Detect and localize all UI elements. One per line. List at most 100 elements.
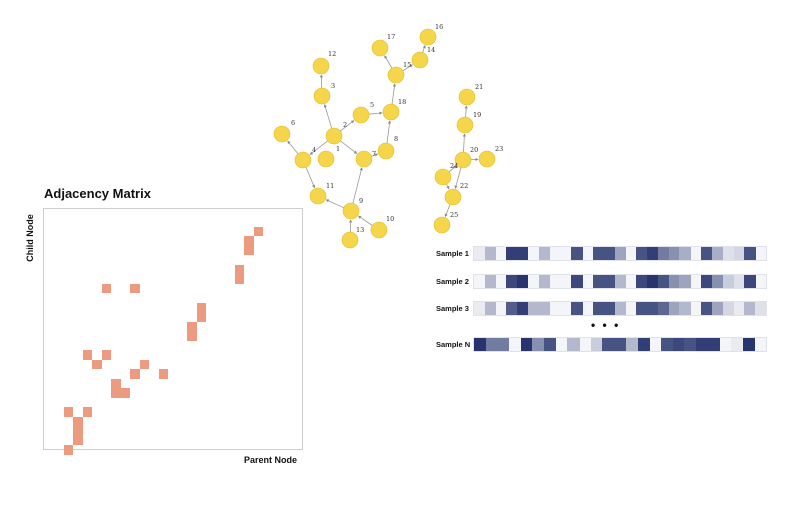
- sample-strip: [473, 274, 767, 289]
- node-label: 19: [473, 111, 481, 119]
- strip-cell: [538, 247, 551, 260]
- strip-cell: [484, 247, 497, 260]
- graph-node: [444, 188, 462, 206]
- strip-cell: [567, 338, 580, 351]
- graph-node: [273, 125, 291, 143]
- strip-cell: [647, 247, 659, 260]
- strip-cell: [701, 275, 713, 288]
- strip-cell: [672, 338, 685, 351]
- graph-edge: [448, 165, 457, 173]
- strip-cell: [701, 247, 713, 260]
- matrix-cell: [196, 302, 206, 312]
- graph-node: [342, 202, 360, 220]
- strip-cell: [695, 338, 708, 351]
- strip-cell: [755, 302, 767, 315]
- node-label: 8: [394, 135, 398, 143]
- graph-edge: [325, 199, 344, 209]
- matrix-cell: [73, 416, 83, 426]
- node-label: 15: [403, 61, 411, 69]
- graph-node: [355, 150, 373, 168]
- node-label: 6: [291, 119, 295, 127]
- node-label: 13: [356, 226, 364, 234]
- graph-node: [458, 88, 476, 106]
- matrix-cell: [101, 283, 111, 293]
- matrix-cell: [253, 226, 263, 236]
- graph-node: [370, 221, 388, 239]
- matrix-cell: [73, 426, 83, 436]
- graph-node: [317, 150, 335, 168]
- node-label: 4: [312, 146, 316, 154]
- matrix-cell: [82, 407, 92, 417]
- graph-edge: [371, 153, 379, 157]
- strip-cell: [701, 302, 713, 315]
- strip-cell: [647, 275, 659, 288]
- graph-node: [456, 116, 474, 134]
- graph-edge: [323, 104, 333, 129]
- strip-cell: [707, 338, 720, 351]
- strip-cell: [733, 302, 745, 315]
- node-label: 25: [450, 211, 458, 219]
- graph-node: [387, 66, 405, 84]
- strip-cell: [571, 275, 583, 288]
- node-label: 23: [495, 145, 503, 153]
- node-label: 9: [359, 197, 363, 205]
- matrix-cell: [187, 331, 197, 341]
- strip-cell: [590, 338, 603, 351]
- graph-node: [294, 151, 312, 169]
- strip-cell: [614, 338, 627, 351]
- strip-cell: [711, 275, 724, 288]
- strip-cell: [603, 275, 615, 288]
- strip-cell: [506, 302, 518, 315]
- strip-cell: [592, 275, 605, 288]
- matrix-cell: [244, 236, 254, 246]
- matrix-cell: [234, 264, 244, 274]
- strip-cell: [722, 302, 734, 315]
- matrix-cell: [158, 369, 168, 379]
- strip-cell: [592, 302, 605, 315]
- graph-edge: [358, 215, 373, 226]
- matrix-cell: [244, 245, 254, 255]
- graph-node: [419, 28, 437, 46]
- graph-edge: [391, 83, 397, 105]
- strip-cell: [497, 338, 510, 351]
- strip-cell: [636, 247, 648, 260]
- strip-cell: [485, 338, 498, 351]
- graph-node: [478, 150, 496, 168]
- matrix-cell: [139, 359, 149, 369]
- strip-cell: [506, 275, 518, 288]
- matrix-cell: [234, 274, 244, 284]
- node-label: 22: [460, 182, 468, 190]
- graph-edge: [309, 140, 328, 155]
- strip-cell: [722, 275, 734, 288]
- graph-node: [433, 216, 451, 234]
- node-label: 24: [450, 162, 458, 170]
- graph-node: [325, 127, 343, 145]
- graph-edge: [305, 167, 315, 189]
- strip-cell: [571, 247, 583, 260]
- sample-label: Sample 3: [436, 304, 469, 313]
- strip-cell: [744, 275, 756, 288]
- strip-cell: [528, 302, 540, 315]
- graph-edge: [462, 133, 466, 153]
- node-label: 14: [427, 46, 435, 54]
- sample-strip: [473, 246, 767, 261]
- graph-edge: [422, 44, 426, 53]
- strip-cell: [668, 302, 680, 315]
- matrix-title: Adjacency Matrix: [44, 186, 151, 201]
- matrix-cell: [63, 407, 73, 417]
- node-label: 5: [370, 101, 374, 109]
- matrix-cell: [130, 369, 140, 379]
- matrix-cell: [130, 283, 140, 293]
- node-label: 3: [331, 82, 335, 90]
- node-label: 7: [372, 150, 376, 158]
- strip-cell: [711, 302, 724, 315]
- matrix-cell: [92, 359, 102, 369]
- adjacency-matrix: [43, 208, 303, 455]
- graph-node: [352, 106, 370, 124]
- x-axis-label: Parent Node: [244, 455, 298, 465]
- sample-label: Sample 2: [436, 277, 469, 286]
- strip-cell: [679, 302, 691, 315]
- strip-cell: [474, 338, 487, 351]
- strip-cell: [684, 338, 697, 351]
